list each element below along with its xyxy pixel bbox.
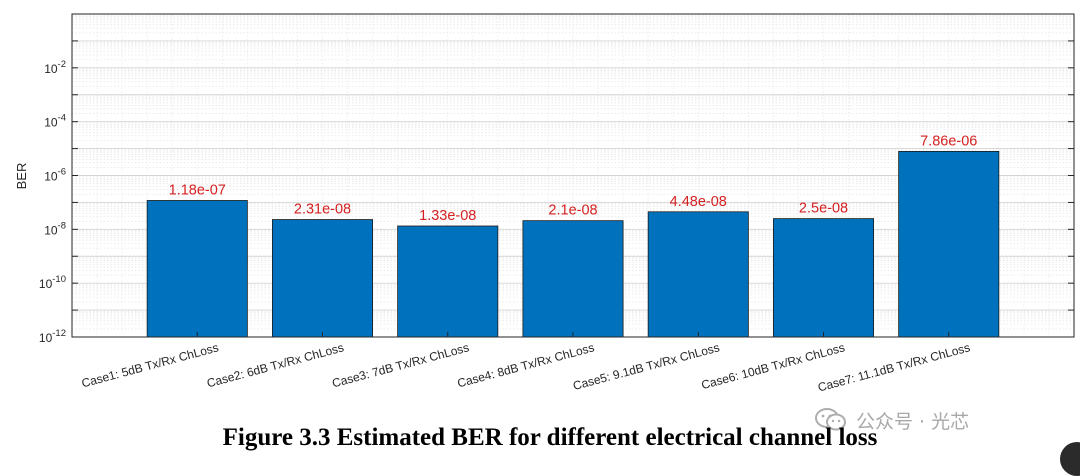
watermark: 公众号 · 光芯: [814, 404, 969, 436]
bar-7: [898, 150, 1000, 338]
x-tick-label-3: Case3: 7dB Tx/Rx ChLoss: [331, 340, 471, 390]
y-tick-label: 10-12: [39, 328, 66, 345]
data-label-2: 2.31e-08: [294, 202, 351, 218]
y-tick-label: 10-10: [39, 274, 66, 291]
data-label-5: 4.48e-08: [670, 194, 727, 210]
x-tick-label-1: Case1: 5dB Tx/Rx ChLoss: [80, 340, 220, 390]
y-tick-label: 10-4: [44, 113, 66, 130]
y-tick-label: 10-2: [44, 59, 66, 76]
data-label-6: 2.5e-08: [799, 201, 848, 217]
y-tick-labels: 10-12 10-10 10-8 10-6 10-4 10-2: [39, 59, 66, 345]
watermark-text: 公众号 · 光芯: [856, 410, 970, 433]
y-tick-label: 10-8: [44, 220, 66, 237]
bar-2: [271, 219, 373, 338]
bar-5: [647, 211, 749, 338]
corner-badge: [1060, 442, 1080, 476]
y-tick-label: 10-6: [44, 167, 66, 184]
bar-chart: 10-12 10-10 10-8 10-6 10-4 10-2 Case1: 5dB Tx…: [14, 13, 1075, 395]
wechat-icon: [814, 407, 848, 433]
bars: [146, 150, 1000, 338]
bar-3: [397, 225, 499, 338]
chart-container: 10-12 10-10 10-8 10-6 10-4 10-2 Case1: 5dB Tx…: [14, 13, 1075, 395]
figure-caption: Figure 3.3 Estimated BER for different e…: [222, 424, 878, 451]
data-label-3: 1.33e-08: [419, 208, 476, 224]
data-label-7: 7.86e-06: [920, 133, 977, 149]
data-label-1: 1.18e-07: [169, 182, 226, 198]
bar-4: [522, 220, 624, 338]
data-label-4: 2.1e-08: [548, 203, 597, 219]
bar-1: [146, 200, 248, 338]
y-axis-label: BER: [14, 163, 29, 190]
bar-6: [773, 218, 875, 338]
x-tick-label-2: Case2: 6dB Tx/Rx ChLoss: [205, 340, 345, 390]
axes: [71, 13, 1075, 338]
data-labels: 1.18e-07 2.31e-08 1.33e-08 2.1e-08 4.48e-08 2…: [169, 133, 978, 224]
